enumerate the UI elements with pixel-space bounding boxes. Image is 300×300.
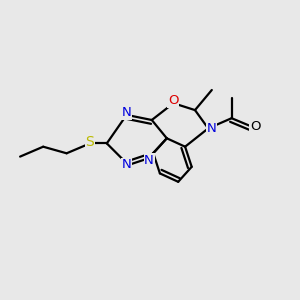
Text: N: N (144, 154, 154, 167)
Text: N: N (122, 158, 132, 172)
Text: N: N (206, 122, 216, 135)
Text: O: O (168, 94, 178, 107)
Text: O: O (250, 120, 260, 133)
Text: N: N (122, 106, 131, 119)
Text: S: S (85, 135, 94, 149)
